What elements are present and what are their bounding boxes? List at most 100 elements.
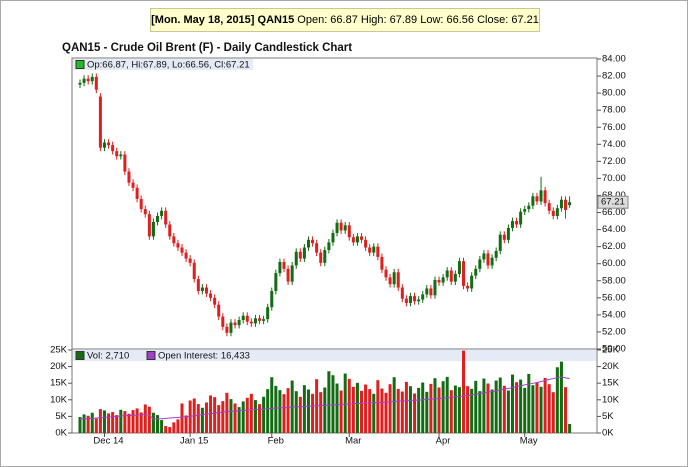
volume-bar [204, 402, 208, 433]
candle-body [445, 270, 449, 278]
volume-bar [237, 407, 241, 433]
y-tick-label: 62.00 [602, 241, 626, 252]
volume-bar [160, 420, 164, 433]
candle-body [364, 239, 368, 248]
candle-body [245, 315, 249, 322]
candle-body [539, 190, 543, 202]
volume-bar [200, 407, 204, 433]
candle-body [102, 142, 106, 148]
candle-body [510, 221, 514, 228]
price-legend-band [73, 59, 253, 70]
volume-bar [233, 403, 237, 433]
volume-bar [462, 350, 466, 433]
volume-bar [245, 397, 249, 433]
volume-bar [433, 378, 437, 433]
y-tick-label: 84.00 [602, 54, 626, 65]
y-tick-label: 74.00 [602, 139, 626, 150]
candle-body [462, 261, 466, 286]
candle-body [78, 82, 82, 85]
candle-body [547, 203, 551, 211]
volume-bar [568, 424, 572, 433]
candle-body [433, 279, 437, 296]
volume-legend: Vol: 2,710 [87, 351, 129, 362]
volume-bar [343, 373, 347, 433]
y-tick-label: 78.00 [602, 105, 626, 116]
candle-body [278, 262, 282, 274]
candle-body [380, 256, 384, 270]
candle-body [156, 215, 160, 222]
candle-body [564, 199, 568, 210]
volume-bar [351, 386, 355, 433]
volume-bar [302, 385, 306, 433]
volume-bar [535, 382, 539, 433]
candle-body [523, 209, 527, 212]
volume-bar [78, 417, 82, 433]
candle-body [237, 320, 241, 326]
candle-body [249, 321, 253, 324]
volume-bar [172, 422, 176, 433]
volume-bar [408, 386, 412, 433]
candle-body [543, 190, 547, 204]
candle-body [294, 251, 298, 266]
volume-bar [441, 381, 445, 433]
y2-tick-label-left: 25K [50, 345, 68, 356]
candle-body [229, 322, 233, 333]
candle-body [388, 277, 392, 285]
volume-bar [478, 391, 482, 433]
candle-body [135, 187, 139, 199]
volume-bar [376, 380, 380, 433]
volume-bar [229, 399, 233, 433]
candle-body [457, 261, 461, 274]
volume-bar [547, 384, 551, 433]
volume-bar [470, 388, 474, 433]
candle-body [111, 145, 115, 152]
candle-body [408, 296, 412, 303]
volume-bar [380, 388, 384, 433]
volume-bar [494, 380, 498, 433]
candle-body [184, 252, 188, 259]
volume-bar [306, 389, 310, 433]
candle-body [241, 315, 245, 320]
candle-body [164, 210, 168, 225]
candle-body [270, 291, 274, 308]
volume-bar [98, 409, 102, 433]
volume-bar [551, 392, 555, 433]
y2-tick-label: 0K [602, 428, 614, 439]
volume-bar [486, 383, 490, 433]
volume-bar [90, 412, 94, 433]
candle-body [192, 262, 196, 280]
volume-bar [421, 382, 425, 433]
volume-bar [115, 415, 119, 433]
candle-body [404, 298, 408, 303]
volume-bar [482, 378, 486, 433]
volume-bar [156, 415, 160, 433]
candle-body [331, 233, 335, 243]
candle-body [139, 198, 143, 210]
volume-bar [266, 389, 270, 433]
candle-body [429, 288, 433, 296]
volume-bar [392, 377, 396, 433]
y-tick-label: 66.00 [602, 207, 626, 218]
candle-body [392, 272, 396, 285]
x-tick-label: May [520, 436, 538, 447]
candle-body [515, 221, 519, 225]
y-tick-label: 80.00 [602, 88, 626, 99]
candle-body [559, 199, 563, 209]
volume-bar [258, 404, 262, 433]
candle-body [470, 275, 474, 289]
volume-bar [502, 385, 506, 433]
volume-bar [225, 392, 229, 433]
y2-tick-label: 5K [602, 411, 614, 422]
volume-bar [555, 367, 559, 433]
volume-bar [339, 390, 343, 433]
volume-bar [400, 391, 404, 433]
candle-body [168, 224, 172, 237]
y2-tick-label-left: 5K [55, 411, 67, 422]
y-tick-label: 52.00 [602, 326, 626, 337]
candle-body [258, 318, 262, 321]
volume-bar [139, 412, 143, 433]
volume-bar [417, 387, 421, 433]
volume-bar [437, 387, 441, 433]
candle-body [282, 262, 286, 269]
volume-bar [466, 386, 470, 433]
